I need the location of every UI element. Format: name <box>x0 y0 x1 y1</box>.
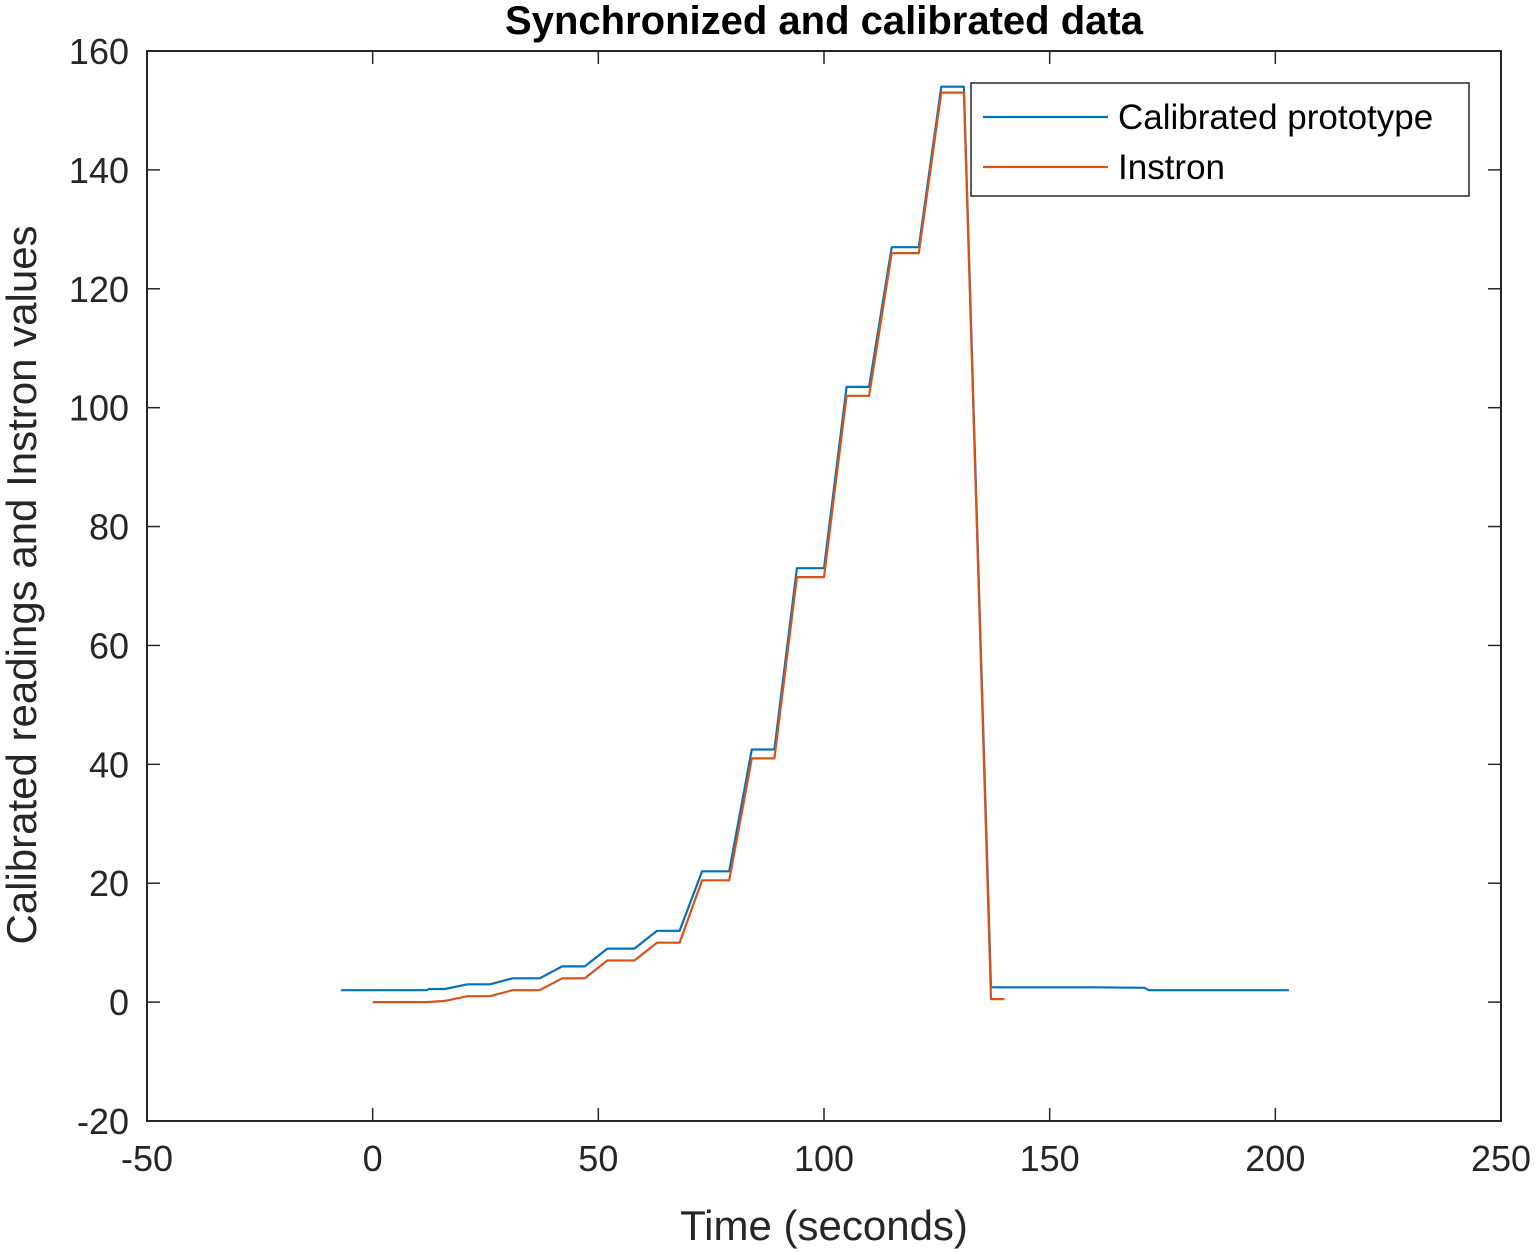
y-tick-label: 60 <box>89 625 129 666</box>
chart-title: Synchronized and calibrated data <box>505 0 1144 43</box>
y-tick-label: 160 <box>69 31 129 72</box>
y-tick-label: 0 <box>109 982 129 1023</box>
x-tick-label: 0 <box>363 1138 383 1179</box>
legend-entry-calibrated-prototype: Calibrated prototype <box>1118 98 1433 137</box>
y-tick-label: -20 <box>77 1101 129 1142</box>
axis-ticks: -50 0 50 100 150 200 250 -20 0 20 40 60 80 100 120 140 1… <box>69 31 1531 1179</box>
x-tick-label: 50 <box>578 1138 618 1179</box>
x-tick-label: -50 <box>121 1138 173 1179</box>
series-line-calibrated-prototype <box>341 85 1289 992</box>
y-tick-label: 40 <box>89 744 129 785</box>
legend-entry-instron: Instron <box>1118 148 1225 187</box>
x-tick-label: 100 <box>794 1138 854 1179</box>
x-tick-label: 250 <box>1471 1138 1531 1179</box>
y-tick-label: 100 <box>69 388 129 429</box>
legend-box <box>970 82 1470 197</box>
y-axis-label: Calibrated readings and Instron values <box>0 225 45 944</box>
series-layer <box>341 85 1289 1004</box>
series-line-instron <box>372 91 1005 1004</box>
y-tick-label: 20 <box>89 863 129 904</box>
y-tick-label: 140 <box>69 150 129 191</box>
x-tick-label: 150 <box>1020 1138 1080 1179</box>
y-tick-label: 80 <box>89 507 129 548</box>
plot-area <box>146 50 1502 1122</box>
x-tick-label: 200 <box>1245 1138 1305 1179</box>
x-axis-label: Time (seconds) <box>680 1202 968 1249</box>
legend: Calibrated prototype Instron <box>970 82 1470 197</box>
y-tick-label: 120 <box>69 269 129 310</box>
